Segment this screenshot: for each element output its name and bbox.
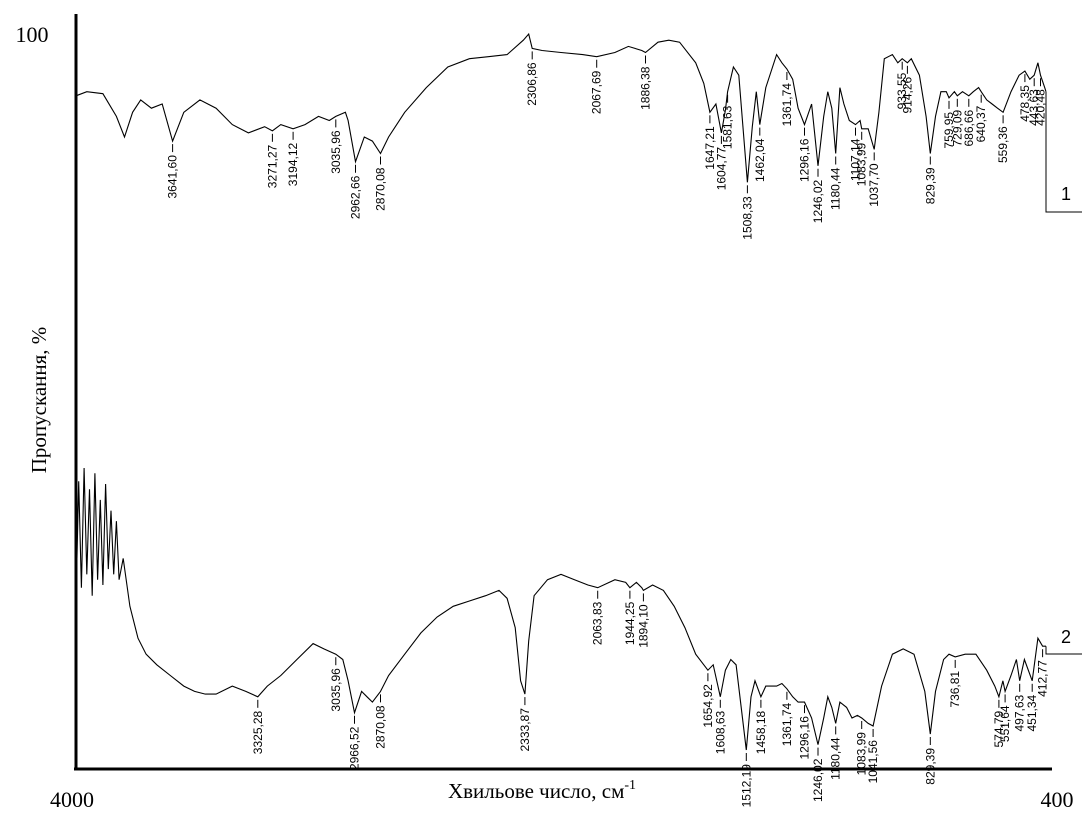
series-1: 3641,60 3271,27 3194,12 3035,96 2962,66 2870,… (75, 32, 1082, 240)
x-tick-label-start: 4000 (50, 787, 94, 812)
peak-label: 1037,70 (867, 163, 881, 207)
peak-label: 1246,02 (811, 179, 825, 223)
series-tag-bracket (1045, 646, 1082, 655)
peak-label: 829,39 (923, 167, 937, 204)
peak-label: 640,37 (974, 105, 988, 142)
peak-label: 551,64 (998, 705, 1012, 742)
peak-label: 2306,86 (525, 62, 539, 106)
peak-label: 443,63 (1027, 89, 1041, 126)
peak-label: 1361,74 (780, 702, 794, 746)
series-tag-bracket (1045, 91, 1082, 213)
peak-label: 2870,08 (374, 705, 388, 749)
x-axis-title-superscript: -1 (624, 778, 636, 793)
peak-label: 1296,16 (798, 138, 812, 182)
peak-label: 2063,83 (591, 601, 605, 645)
peak-label: 3035,96 (329, 130, 343, 174)
peak-label: 1581,63 (721, 105, 735, 149)
peak-label: 1041,56 (866, 740, 880, 784)
peak-label: 2966,52 (348, 726, 362, 770)
peak-label: 1886,38 (639, 66, 653, 110)
peak-label: 1361,74 (780, 83, 794, 127)
peak-label: 1246,02 (811, 758, 825, 802)
peak-label: 412,77 (1036, 660, 1050, 697)
peak-label: 478,35 (1018, 85, 1032, 122)
peak-label: 1462,04 (753, 138, 767, 182)
peak-label: 451,34 (1025, 694, 1039, 731)
peak-label: 1512,19 (739, 764, 753, 808)
peak-label: 1654,92 (701, 684, 715, 728)
peak-label: 497,63 (1013, 694, 1027, 731)
peak-label: 2333,87 (518, 708, 532, 752)
peak-label: 1107,14 (849, 138, 863, 181)
peak-label: 829,39 (923, 748, 937, 785)
series-2: 3325,28 3035,96 2966,52 2870,08 2333,87 2063,… (75, 467, 1082, 808)
peak-label: 1944,25 (623, 601, 637, 645)
spectrum-line-2 (75, 467, 1046, 751)
peak-label: 1894,10 (636, 604, 650, 648)
peak-label: 1608,63 (713, 710, 727, 754)
peak-label: 420,48 (1034, 89, 1048, 126)
spectrum-line-1 (75, 32, 1047, 183)
peak-label: 933,55 (895, 72, 909, 109)
peak-label: 3035,96 (329, 668, 343, 712)
peak-label: 3325,28 (251, 710, 265, 754)
y-tick-label-top: 100 (16, 22, 49, 47)
series-tag-label: 1 (1061, 184, 1071, 204)
y-axis-title: Пропускання, % (27, 327, 51, 474)
peak-label: 1508,33 (740, 196, 754, 240)
peak-label: 3271,27 (265, 144, 279, 188)
peak-label: 1180,44 (829, 167, 843, 210)
peak-label: 1604,77 (714, 147, 728, 191)
peak-label: 1647,21 (703, 126, 717, 170)
x-axis-title-main: Хвильове число, см (448, 779, 624, 803)
peak-label: 1458,18 (754, 710, 768, 754)
peak-label: 736,81 (948, 671, 962, 708)
peak-label: 2870,08 (374, 167, 388, 211)
x-axis-title: Хвильове число, см-1 (448, 778, 636, 803)
peak-label: 3641,60 (166, 155, 180, 199)
series-layer: 3641,60 3271,27 3194,12 3035,96 2962,66 2870,… (75, 32, 1082, 808)
peak-label: 2962,66 (349, 175, 363, 219)
peak-label: 686,66 (962, 109, 976, 146)
peak-label: 2067,69 (590, 70, 604, 114)
peak-label: 3194,12 (286, 142, 300, 186)
peak-label: 1083,99 (855, 732, 869, 776)
peak-label: 1296,16 (798, 716, 812, 760)
x-tick-label-end: 400 (1041, 787, 1074, 812)
peak-label: 574,79 (992, 710, 1006, 747)
series-tag-label: 2 (1061, 627, 1071, 647)
peak-label: 1083,99 (855, 142, 869, 186)
peak-label: 1180,44 (829, 737, 843, 780)
peak-label: 559,36 (996, 126, 1010, 163)
peak-label: 729,09 (950, 109, 964, 146)
peak-label: 914,26 (900, 76, 914, 113)
peak-label: 759,95 (942, 112, 956, 149)
